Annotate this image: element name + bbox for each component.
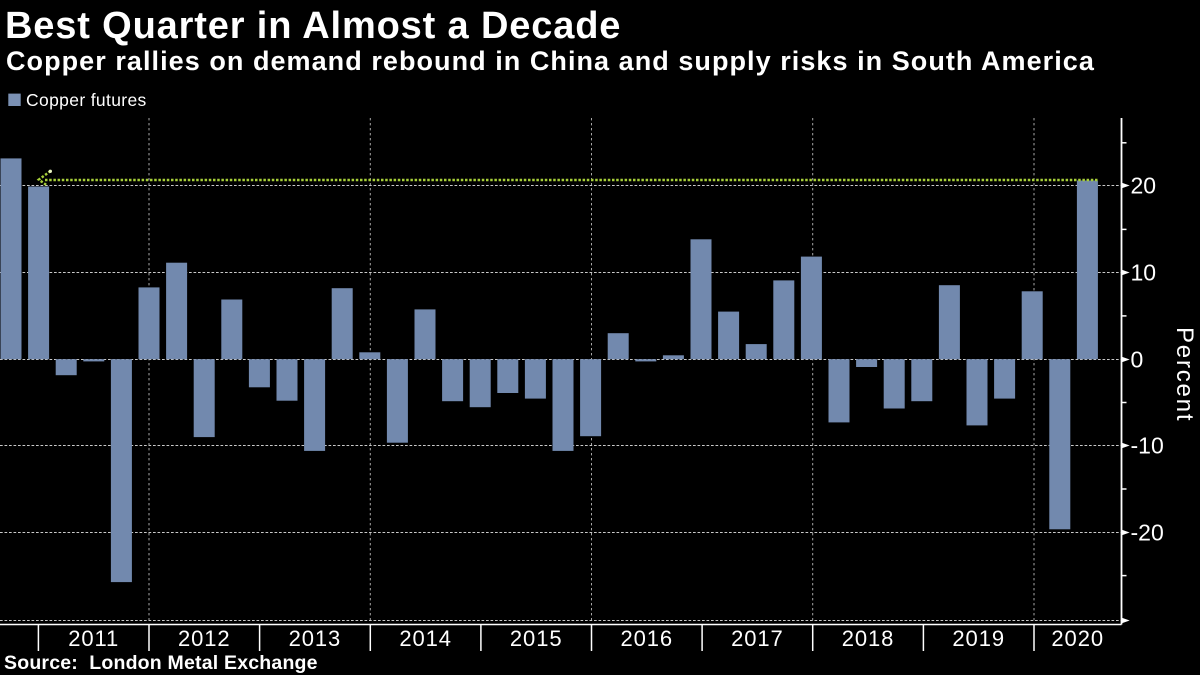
svg-text:2019: 2019 bbox=[952, 626, 1005, 651]
svg-text:2014: 2014 bbox=[399, 626, 452, 651]
svg-text:20: 20 bbox=[1131, 173, 1157, 199]
svg-text:0: 0 bbox=[1131, 347, 1144, 373]
svg-text:2017: 2017 bbox=[731, 626, 784, 651]
svg-text:2012: 2012 bbox=[178, 626, 231, 651]
svg-text:-20: -20 bbox=[1131, 520, 1164, 546]
svg-text:10: 10 bbox=[1131, 260, 1157, 286]
svg-text:-10: -10 bbox=[1131, 433, 1164, 459]
svg-text:2020: 2020 bbox=[1051, 626, 1104, 651]
svg-text:2013: 2013 bbox=[289, 626, 342, 651]
svg-text:2015: 2015 bbox=[510, 626, 563, 651]
svg-text:2016: 2016 bbox=[621, 626, 674, 651]
svg-text:2011: 2011 bbox=[68, 626, 119, 651]
svg-text:2018: 2018 bbox=[842, 626, 895, 651]
